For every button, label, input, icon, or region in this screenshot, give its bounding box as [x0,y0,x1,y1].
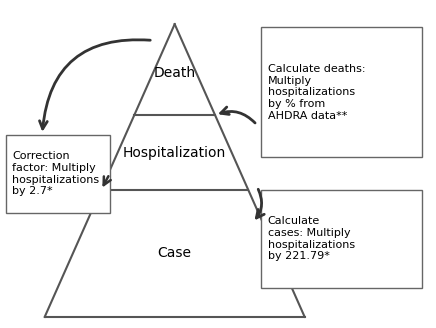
Text: Calculate
cases: Multiply
hospitalizations
by 221.79*: Calculate cases: Multiply hospitalizatio… [268,216,355,261]
FancyBboxPatch shape [261,28,422,157]
Text: Death: Death [153,66,196,80]
Text: Case: Case [158,246,192,260]
Text: Calculate deaths:
Multiply
hospitalizations
by % from
AHDRA data**: Calculate deaths: Multiply hospitalizati… [268,64,365,121]
FancyBboxPatch shape [261,190,422,288]
Text: Hospitalization: Hospitalization [123,146,226,160]
FancyBboxPatch shape [6,135,110,213]
Text: Correction
factor: Multiply
hospitalizations
by 2.7*: Correction factor: Multiply hospitalizat… [12,151,99,196]
